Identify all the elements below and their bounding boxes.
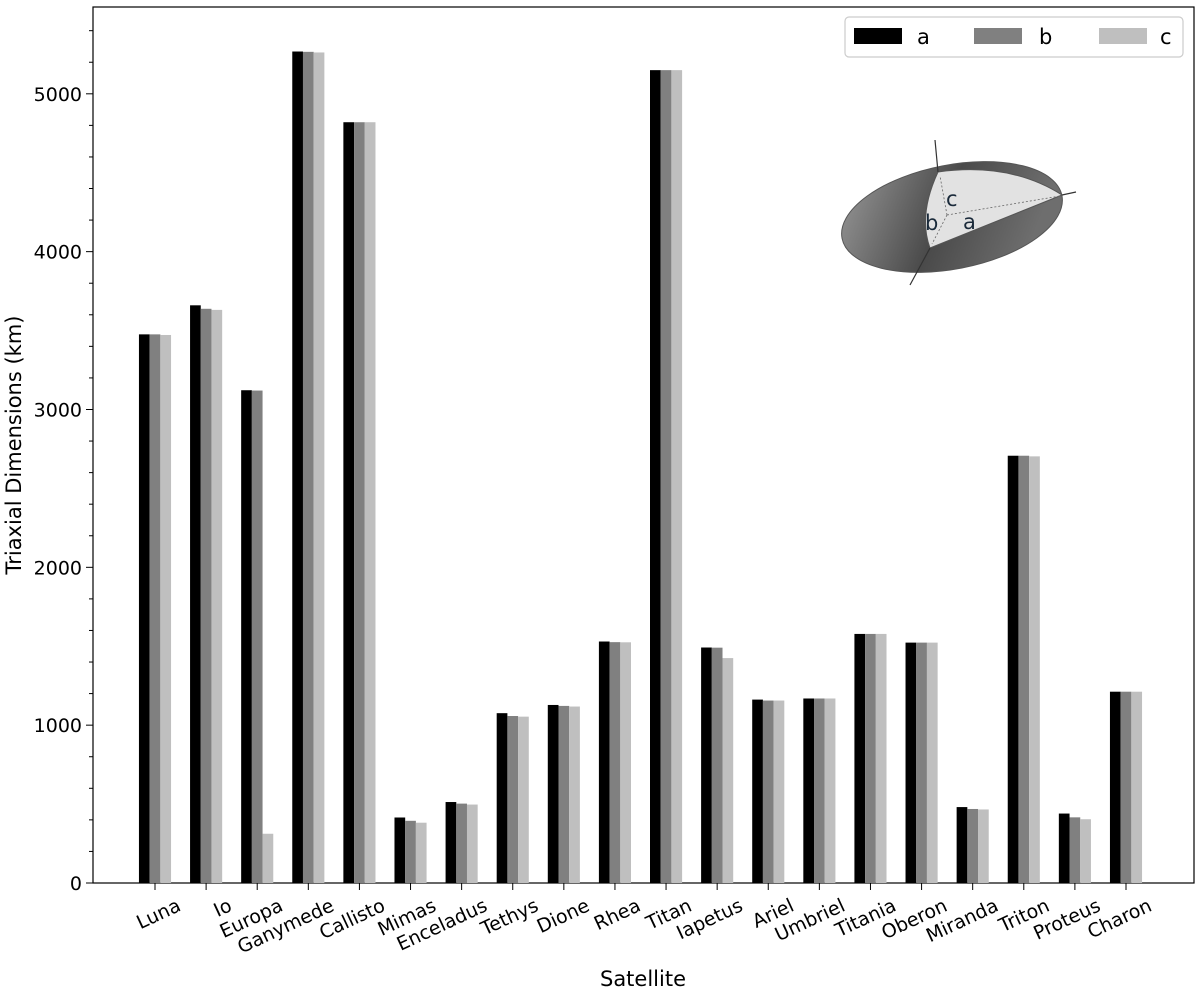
bar-c-luna <box>160 334 172 883</box>
bar-b-proteus <box>1069 817 1081 883</box>
inset-label-b: b <box>925 211 938 235</box>
bar-a-luna <box>138 334 150 883</box>
x-tick-label: Luna <box>133 895 184 934</box>
bar-a-umbriel <box>803 698 815 883</box>
bar-a-triton <box>1007 455 1019 883</box>
bar-c-rhea <box>620 642 631 883</box>
bar-a-europa <box>241 390 252 883</box>
bar-b-luna <box>149 334 161 883</box>
bar-a-titan <box>650 70 661 883</box>
bar-b-europa <box>251 390 263 883</box>
bar-a-ariel <box>752 699 763 883</box>
ellipsoid-cutaway <box>925 169 1064 249</box>
bar-b-tethys <box>507 716 519 883</box>
bar-a-oberon <box>905 642 917 883</box>
bar-b-callisto <box>354 122 365 884</box>
bar-c-mimas <box>415 822 427 883</box>
bar-a-dione <box>547 704 559 883</box>
bar-b-oberon <box>916 642 927 883</box>
bar-a-callisto <box>343 122 355 884</box>
axis-b-line <box>909 247 931 286</box>
legend-swatch-c <box>1099 28 1147 44</box>
ellipsoid-inset: c b a <box>841 139 1077 286</box>
bar-a-titania <box>854 633 866 883</box>
bar-b-iapetus <box>711 647 723 883</box>
bar-c-europa <box>262 833 274 883</box>
bar-a-io <box>190 305 201 883</box>
bar-a-iapetus <box>701 647 712 883</box>
y-axis-label: Triaxial Dimensions (km) <box>2 316 26 576</box>
bar-c-miranda <box>978 809 989 883</box>
bar-b-enceladus <box>456 803 467 883</box>
bar-c-titan <box>671 70 683 883</box>
bar-c-io <box>211 309 223 883</box>
y-tick-label: 2000 <box>34 557 82 579</box>
inset-label-c: c <box>946 187 958 211</box>
y-axis: 0 1000 2000 3000 4000 5000 <box>34 30 93 895</box>
x-axis: Luna IoEuropaGanymedeCallistoMimasEncelad… <box>133 883 1155 958</box>
bar-b-umbriel <box>814 698 825 883</box>
x-tick-label: Tethys <box>477 895 542 941</box>
bar-a-charon <box>1109 691 1121 883</box>
legend-label-a: a <box>917 25 930 49</box>
bar-b-miranda <box>967 808 979 883</box>
x-tick-label: Dione <box>534 895 593 938</box>
bar-c-ganymede <box>313 52 325 883</box>
bar-b-ganymede <box>302 51 314 883</box>
bar-c-enceladus <box>466 804 478 883</box>
bar-a-enceladus <box>445 802 457 883</box>
bar-a-rhea <box>598 641 610 883</box>
bar-c-umbriel <box>824 698 836 883</box>
bar-b-titan <box>660 70 672 883</box>
inner-axis-c <box>939 175 948 216</box>
bar-a-ganymede <box>292 51 303 883</box>
bar-c-proteus <box>1080 819 1091 883</box>
legend-label-b: b <box>1039 25 1052 49</box>
bar-c-triton <box>1029 456 1040 883</box>
bar-a-miranda <box>956 807 968 883</box>
inner-axis-a <box>946 195 1061 216</box>
bar-b-io <box>200 308 212 883</box>
bar-b-triton <box>1018 455 1030 883</box>
bar-b-rhea <box>609 642 621 883</box>
bar-c-tethys <box>518 716 529 883</box>
bar-c-iapetus <box>722 658 734 883</box>
bar-b-titania <box>865 633 876 883</box>
y-tick-label: 5000 <box>34 84 82 106</box>
y-tick-label: 1000 <box>34 715 82 737</box>
bars-group <box>138 51 1143 884</box>
legend-swatch-a <box>854 28 902 44</box>
y-tick-label: 0 <box>70 873 82 895</box>
bar-c-charon <box>1131 691 1143 883</box>
bar-a-proteus <box>1058 813 1070 883</box>
x-axis-label: Satellite <box>600 967 686 991</box>
bar-a-mimas <box>394 817 406 883</box>
axis-a-line <box>1061 191 1077 196</box>
bar-c-dione <box>569 706 580 883</box>
y-tick-label: 4000 <box>34 242 82 264</box>
bar-b-ariel <box>762 700 774 883</box>
inner-axis-b <box>931 214 948 245</box>
axis-c-line <box>934 139 939 173</box>
bar-c-titania <box>875 633 887 883</box>
legend-swatch-b <box>974 28 1022 44</box>
bar-c-oberon <box>926 642 938 883</box>
bar-b-charon <box>1120 691 1132 883</box>
x-tick-label: Rhea <box>591 895 644 935</box>
bar-c-callisto <box>364 122 376 884</box>
bar-a-tethys <box>496 713 508 883</box>
inset-label-a: a <box>963 210 976 234</box>
bar-b-dione <box>558 705 570 883</box>
bar-c-ariel <box>773 700 785 883</box>
legend: a b c <box>844 16 1184 58</box>
bar-b-mimas <box>405 820 416 883</box>
legend-label-c: c <box>1160 25 1172 49</box>
y-tick-label: 3000 <box>34 399 82 421</box>
